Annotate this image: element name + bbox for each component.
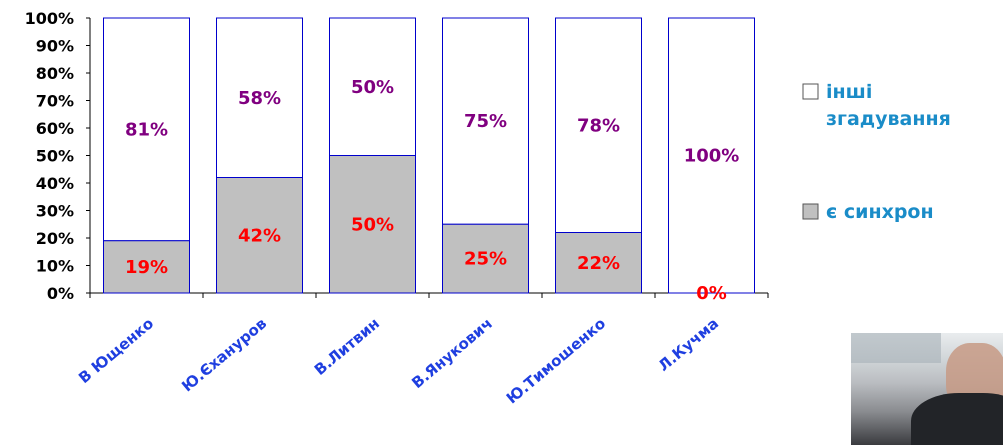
bar-segment-other	[216, 17, 303, 178]
y-tick-label: 10%	[36, 257, 74, 276]
data-label-other: 81%	[125, 119, 168, 140]
y-tick-label: 0%	[47, 284, 74, 303]
data-label-sync: 19%	[125, 257, 168, 278]
y-tick-label: 70%	[36, 92, 74, 111]
bar-segment-sync	[329, 155, 416, 294]
x-category-label: Ю.Тимошенко	[503, 314, 609, 407]
y-tick-label: 40%	[36, 174, 74, 193]
data-label-other: 75%	[464, 111, 507, 132]
person-photo	[851, 333, 1003, 445]
x-category-label: В.Литвин	[311, 314, 383, 379]
legend-swatch	[802, 83, 819, 100]
y-tick-label: 20%	[36, 229, 74, 248]
bar-segment-sync	[442, 223, 529, 294]
legend-label: згадування	[826, 108, 951, 130]
data-label-other: 100%	[684, 146, 740, 167]
bar-segment-sync	[103, 240, 190, 294]
data-label-sync: 25%	[464, 249, 507, 270]
bar-segment-other	[329, 17, 416, 156]
legend-swatch	[802, 203, 819, 220]
bar-segment-sync	[216, 177, 303, 294]
y-tick-label: 80%	[36, 64, 74, 83]
data-label-other: 78%	[577, 115, 620, 136]
data-label-sync: 0%	[696, 283, 727, 304]
legend-label: інші	[826, 81, 872, 103]
legend-label: є синхрон	[826, 201, 934, 223]
data-label-other: 58%	[238, 88, 281, 109]
y-tick-label: 60%	[36, 119, 74, 138]
bar-segment-other	[668, 17, 755, 294]
y-tick-label: 30%	[36, 202, 74, 221]
data-label-sync: 42%	[238, 225, 281, 246]
data-label-sync: 50%	[351, 214, 394, 235]
bar-segment-other	[103, 17, 190, 242]
photo-shoulders	[911, 393, 1003, 445]
bar-segment-sync	[555, 232, 642, 294]
bar-segment-other	[555, 17, 642, 233]
photo-background	[851, 333, 941, 363]
x-category-label: Ю.Єханyров	[178, 314, 270, 395]
x-category-label: В Ющенко	[75, 314, 157, 387]
x-category-label: Л.Кучма	[655, 314, 722, 375]
x-category-label: В.Янукович	[408, 314, 496, 392]
data-label-other: 50%	[351, 77, 394, 98]
y-tick-label: 90%	[36, 37, 74, 56]
y-tick-label: 100%	[25, 9, 74, 28]
y-tick-label: 50%	[36, 147, 74, 166]
data-label-sync: 22%	[577, 253, 620, 274]
